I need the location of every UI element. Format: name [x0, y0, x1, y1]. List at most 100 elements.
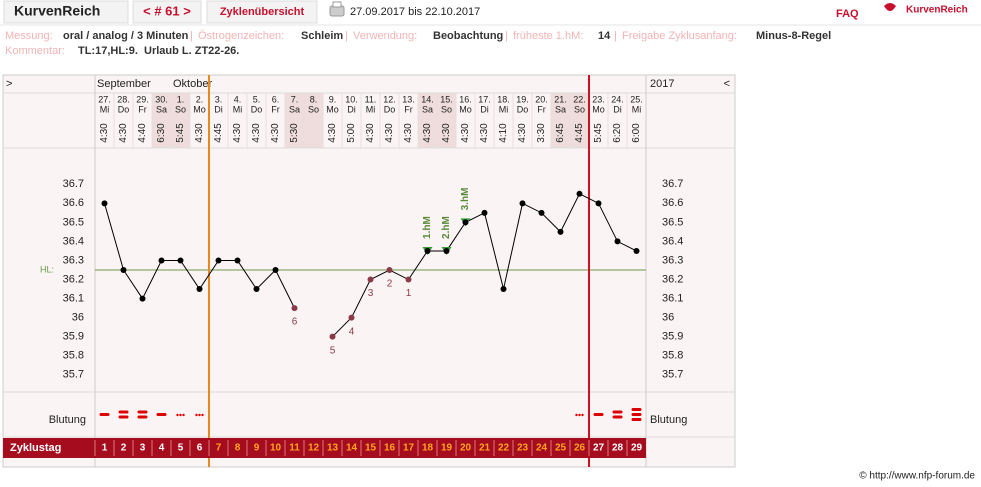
info-label: Verwendung: — [353, 30, 417, 42]
count-label: 4 — [349, 326, 355, 337]
bleeding-dot — [581, 413, 584, 417]
time: 4:30 — [118, 123, 129, 143]
bleeding-dash — [118, 415, 129, 419]
logo[interactable]: KurvenReich — [906, 5, 968, 16]
date: 4. — [234, 94, 242, 104]
cycle-day: 17 — [403, 443, 415, 454]
info-label: Messung: — [5, 30, 53, 42]
weekday: Di — [613, 104, 622, 114]
temperature-point — [329, 333, 336, 340]
date: 16. — [459, 94, 472, 104]
date: 19. — [516, 94, 529, 104]
printer-paper — [332, 1, 342, 8]
cycle-day: 4 — [159, 443, 165, 454]
bleeding-mark — [612, 410, 623, 419]
date: 17. — [478, 94, 491, 104]
bleeding-mark — [575, 413, 584, 417]
nav-box[interactable] — [132, 0, 202, 24]
weekend-shade — [285, 93, 304, 148]
weekday: Fr — [404, 104, 413, 114]
y-tick-label-right: 36.3 — [662, 254, 683, 266]
y-tick-label: 36.6 — [63, 197, 84, 209]
bleeding-dash — [631, 408, 642, 411]
bleeding-mark — [593, 413, 604, 416]
time: 4:30 — [251, 123, 262, 143]
y-tick-label-right: 35.9 — [662, 331, 683, 343]
y-tick-label-right: 36.7 — [662, 178, 683, 190]
bleeding-dot — [179, 413, 182, 417]
weekday: Sa — [555, 104, 566, 114]
time: 6:20 — [612, 123, 623, 143]
temperature-point — [614, 238, 621, 245]
weekend-shade — [418, 93, 437, 148]
cycle-day: 22 — [498, 443, 510, 454]
weekend-shade — [304, 93, 323, 148]
temperature-point — [443, 247, 450, 254]
y-tick-label-right: 36.4 — [662, 235, 683, 247]
cycle-nav[interactable]: < # 61 > — [143, 3, 191, 18]
weekday: Do — [384, 104, 396, 114]
cycle-day: 21 — [479, 443, 491, 454]
weekend-shade — [171, 93, 190, 148]
temperature-point — [367, 276, 374, 283]
time: 5:30 — [289, 123, 300, 143]
time: 4:30 — [194, 123, 205, 143]
time: 5:45 — [175, 123, 186, 143]
bleeding-dot — [182, 413, 185, 417]
day-bar — [3, 438, 646, 458]
cycle-day: 9 — [254, 443, 260, 454]
date: 23. — [592, 94, 605, 104]
time: 6:00 — [631, 123, 642, 143]
bleeding-dash — [156, 413, 167, 416]
weekday: Mo — [592, 104, 605, 114]
temperature-point — [405, 276, 412, 283]
cycle-day: 6 — [197, 443, 203, 454]
time: 4:40 — [137, 123, 148, 143]
weekday: So — [308, 104, 319, 114]
temperature-point — [519, 200, 526, 207]
time: 3:30 — [536, 123, 547, 143]
y-tick-label: 36 — [72, 312, 84, 324]
info-value: Minus-8-Regel — [756, 30, 831, 42]
printer-icon[interactable] — [329, 1, 345, 17]
separator: | — [505, 30, 508, 42]
count-label: 5 — [330, 345, 336, 356]
date: 20. — [535, 94, 548, 104]
temperature-point — [272, 267, 279, 273]
cycle-day: 8 — [235, 443, 241, 454]
cycle-day: 27 — [593, 443, 605, 454]
date: 21. — [554, 94, 567, 104]
y-tick-label-right: 36.1 — [662, 292, 683, 304]
tab[interactable]: Zyklenübersicht — [220, 6, 305, 18]
date: 15. — [440, 94, 453, 104]
cycle-day: 28 — [612, 443, 624, 454]
y-tick-label: 35.9 — [63, 331, 84, 343]
weekday: Mi — [366, 104, 376, 114]
temperature-point — [196, 286, 203, 293]
logo-icon — [884, 3, 896, 11]
date: 13. — [402, 94, 415, 104]
footer: © http://www.nfp-forum.de — [859, 471, 975, 482]
weekday: Mo — [459, 104, 472, 114]
y-tick-label: 36.7 — [63, 178, 84, 190]
faq[interactable]: FAQ — [836, 8, 859, 20]
y-tick-label: 36.5 — [63, 216, 84, 228]
tab-box[interactable] — [206, 0, 318, 24]
bleeding-dot — [201, 413, 204, 417]
cycle-day: 5 — [178, 443, 184, 454]
bleeding-dash — [612, 410, 623, 414]
date: 2. — [196, 94, 204, 104]
cycle-day: 20 — [460, 443, 472, 454]
cycle-day: 12 — [308, 443, 320, 454]
weekday: So — [441, 104, 452, 114]
weekday: Fr — [271, 104, 280, 114]
weekend-shade — [551, 93, 570, 148]
weekend-shade — [570, 93, 589, 148]
y-tick-label-right: 36.6 — [662, 197, 683, 209]
weekend-shade — [152, 93, 171, 148]
info-label: Östrogenzeichen: — [198, 30, 284, 42]
cycle-day: 24 — [536, 443, 548, 454]
time: 4:30 — [327, 123, 338, 143]
cycle-day: 26 — [574, 443, 586, 454]
